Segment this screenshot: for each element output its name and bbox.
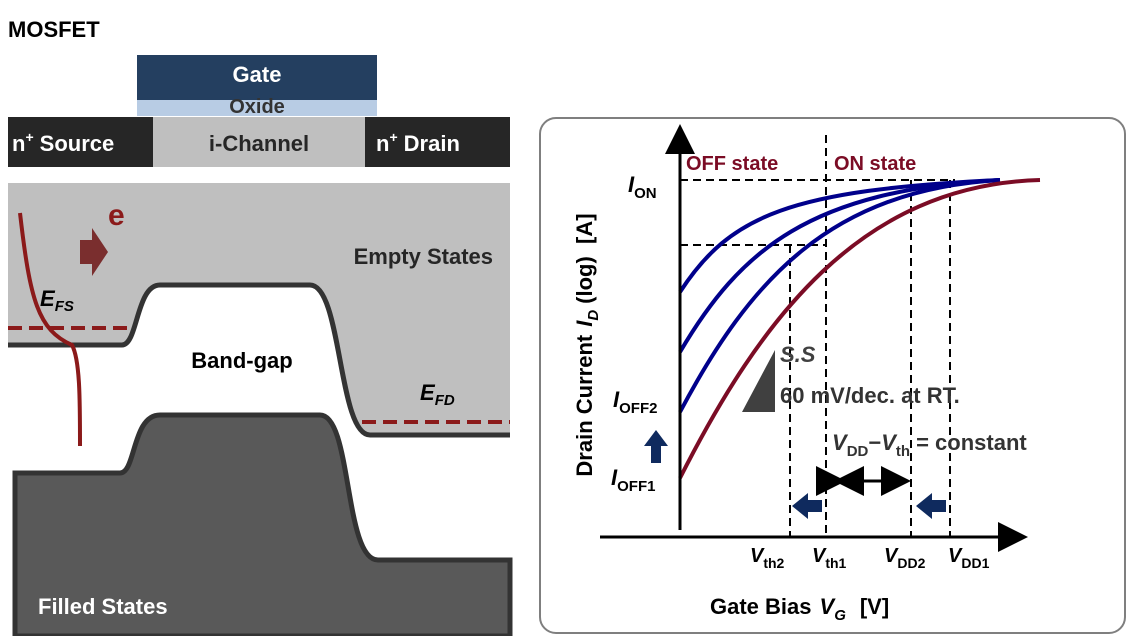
text-part: th1: [825, 555, 846, 571]
text-part: +: [25, 129, 33, 145]
empty-label: Empty States: [354, 244, 493, 269]
curve: [680, 180, 1000, 352]
text-part: Source: [40, 131, 115, 156]
text-part: Band-gap: [191, 348, 292, 373]
text-part: DD2: [897, 555, 925, 571]
text-part: th2: [763, 555, 784, 571]
on-state: ON state: [834, 153, 916, 175]
ss-value: 60 mV/dec. at RT.: [780, 383, 960, 408]
text-part: OFF2: [619, 400, 657, 417]
electron-label: e: [108, 199, 125, 232]
text-part: DD: [847, 443, 869, 460]
text-part: Gate: [233, 62, 282, 87]
text-part: S.S: [780, 342, 816, 367]
vth1-label: Vth1: [812, 545, 847, 571]
text-part: Drain: [404, 131, 460, 156]
text-part: E: [40, 286, 56, 311]
text-part: (log) [A]: [572, 213, 597, 303]
text-part: Empty States: [354, 244, 493, 269]
text-part: FD: [435, 392, 455, 409]
text-part: G: [834, 607, 846, 624]
vth2-label: Vth2: [750, 545, 785, 571]
vdd1-label: VDD1: [948, 545, 990, 571]
text-part: ON state: [834, 153, 916, 175]
text-part: = constant: [916, 430, 1027, 455]
vdd2-label: VDD2: [884, 545, 926, 571]
text-part: OFF state: [686, 153, 778, 175]
y-axis-label: Drain CurrentID(log) [A]: [572, 213, 602, 476]
curve: [680, 180, 1000, 412]
text-part: +: [389, 129, 397, 145]
diagram: MOSFET Gate Oxide n+Source i-Channel n+D…: [0, 0, 1128, 636]
text-part: [V]: [860, 594, 889, 619]
text-part: E: [420, 380, 436, 405]
text-part: th: [896, 443, 910, 460]
text-part: ON: [634, 185, 657, 202]
ss-label: S.S: [780, 342, 816, 367]
text-part: D: [585, 310, 602, 321]
text-part: e: [108, 199, 125, 232]
curve: [680, 180, 1000, 292]
text-part: OFF1: [617, 478, 655, 495]
up-arrow: [644, 430, 668, 463]
text-part: MOSFET: [8, 17, 100, 42]
text-part: Oxide: [229, 96, 285, 118]
left-arrow: [792, 493, 822, 519]
text-part: n: [376, 131, 389, 156]
ion-label: ION: [628, 172, 657, 202]
text-part: Filled States: [38, 594, 168, 619]
off-state: OFF state: [686, 153, 778, 175]
text-part: FS: [55, 298, 74, 315]
text-part: DD1: [961, 555, 989, 571]
text-part: Gate Bias: [710, 594, 812, 619]
title: MOSFET: [8, 17, 100, 42]
text-part: 60 mV/dec. at RT.: [780, 383, 960, 408]
filled-label: Filled States: [38, 594, 168, 619]
text-part: Drain Current: [572, 334, 597, 476]
drain-label: n+ Drain: [376, 129, 460, 156]
left-arrow: [916, 493, 946, 519]
channel-label: i-Channel: [209, 131, 309, 156]
gap-label: Band-gap: [191, 348, 292, 373]
text-part: i-Channel: [209, 131, 309, 156]
text-part: n: [12, 131, 25, 156]
constant-label: VDD−Vth= constant: [832, 430, 1027, 460]
ioff1-label: IOFF1: [611, 465, 655, 495]
ioff2-label: IOFF2: [613, 387, 657, 417]
oxide-label: Oxide: [229, 96, 285, 118]
text-part: −: [868, 430, 881, 455]
gate-label: Gate: [233, 62, 282, 87]
